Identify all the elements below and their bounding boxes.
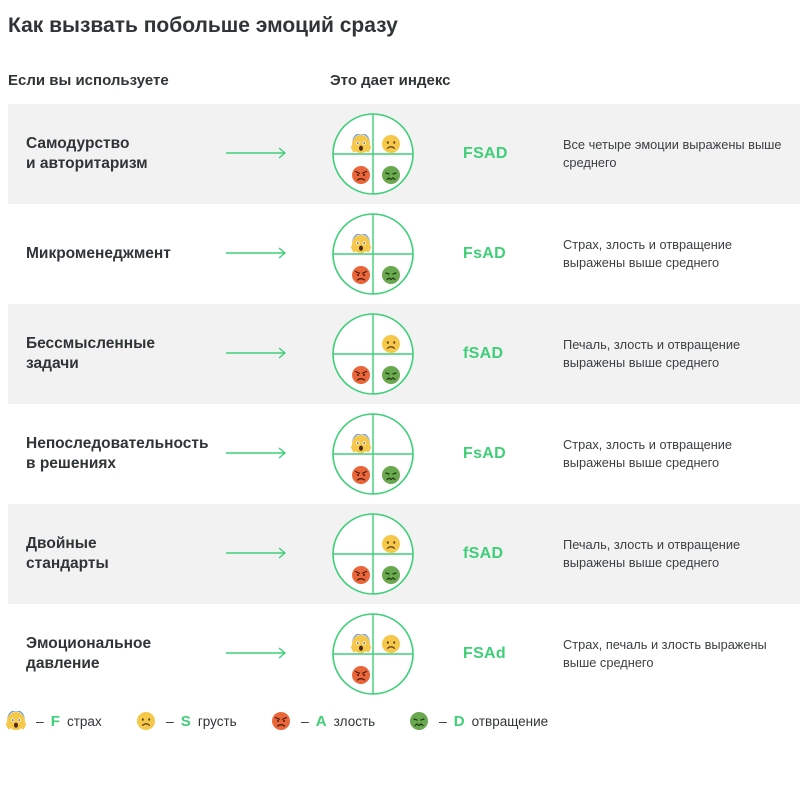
legend-item-sadness: – S грусть (136, 708, 237, 734)
disgust-face-icon (381, 165, 401, 185)
table-row: Эмоциональное давление FSAd Страх, печал… (8, 604, 800, 704)
fear-face-icon (350, 233, 372, 254)
arrow-right-icon (226, 147, 287, 159)
column-header-usage: Если вы используете (8, 72, 169, 89)
legend-item-disgust: – D отвращение (409, 708, 548, 734)
column-header-index: Это дает индекс (330, 72, 451, 89)
row-description: Все четыре эмоции выражены выше среднего (563, 137, 782, 170)
row-description: Печаль, злость и отвращение выражены выш… (563, 537, 741, 570)
disgust-face-icon (409, 711, 429, 731)
index-code: FsAD (463, 445, 506, 462)
emotion-quadrant-circle (331, 112, 415, 196)
table-row: Микроменеджмент FsAD Страх, злость и отв… (8, 204, 800, 304)
arrow-right-icon (226, 547, 287, 559)
angry-face-icon (271, 711, 291, 731)
disgust-face-icon (381, 465, 401, 485)
emotion-quadrant-circle (331, 312, 415, 396)
row-label: Двойные стандарты (26, 535, 109, 572)
row-description: Страх, злость и отвращение выражены выше… (563, 437, 733, 470)
disgust-face-icon (381, 365, 401, 385)
legend-dash: – (166, 713, 174, 729)
angry-face-icon (351, 465, 371, 485)
angry-face-icon (351, 565, 371, 585)
fear-face-icon (350, 433, 372, 454)
table-row: Бессмысленные задачи fSAD Печаль, злость… (8, 304, 800, 404)
legend-word: страх (66, 713, 102, 729)
sad-face-icon (381, 134, 401, 154)
arrow-right-icon (226, 647, 287, 659)
row-label: Эмоциональное давление (26, 635, 152, 672)
table-row: Двойные стандарты fSAD Печаль, злость и … (8, 504, 800, 604)
legend-letter: F (50, 712, 60, 730)
row-label: Непоследовательность в решениях (26, 435, 209, 472)
legend-letter: A (315, 712, 327, 730)
angry-face-icon (351, 165, 371, 185)
fear-face-icon (5, 710, 27, 731)
legend-letter: D (453, 712, 465, 730)
sad-face-icon (136, 711, 156, 731)
emotion-quadrant-circle (331, 412, 415, 496)
legend-word: грусть (197, 713, 237, 729)
emotion-quadrant-circle (331, 512, 415, 596)
row-label: Самодурство и авторитаризм (26, 135, 148, 172)
sad-face-icon (381, 634, 401, 654)
index-code: FSAd (463, 645, 506, 662)
angry-face-icon (351, 665, 371, 685)
index-code: FsAD (463, 245, 506, 262)
fear-face-icon (350, 133, 372, 154)
emotion-quadrant-circle (331, 212, 415, 296)
sad-face-icon (381, 534, 401, 554)
row-description: Страх, печаль и злость выражены выше сре… (563, 637, 767, 670)
table-row: Непоследовательность в решениях FsAD Стр… (8, 404, 800, 504)
legend-word: отвращение (471, 713, 549, 729)
legend-dash: – (36, 713, 44, 729)
legend-item-fear: – F страх (5, 708, 102, 734)
disgust-face-icon (381, 265, 401, 285)
arrow-right-icon (226, 447, 287, 459)
table-row: Самодурство и авторитаризм FSAD Все четы… (8, 104, 800, 204)
index-code: fSAD (463, 545, 504, 562)
angry-face-icon (351, 365, 371, 385)
disgust-face-icon (381, 565, 401, 585)
arrow-right-icon (226, 247, 287, 259)
sad-face-icon (381, 334, 401, 354)
emotion-legend: – F страх – S грусть – A злость – D отвр… (5, 708, 796, 734)
row-description: Печаль, злость и отвращение выражены выш… (563, 337, 741, 370)
arrow-right-icon (226, 347, 287, 359)
row-label: Бессмысленные задачи (26, 335, 155, 372)
page-title: Как вызвать побольше эмоций сразу (8, 14, 398, 37)
legend-word: злость (333, 713, 376, 729)
emotion-table: Самодурство и авторитаризм FSAD Все четы… (8, 104, 800, 704)
emotion-quadrant-circle (331, 612, 415, 696)
fear-face-icon (350, 633, 372, 654)
legend-dash: – (301, 713, 309, 729)
index-code: fSAD (463, 345, 504, 362)
angry-face-icon (351, 265, 371, 285)
row-description: Страх, злость и отвращение выражены выше… (563, 237, 733, 270)
legend-dash: – (439, 713, 447, 729)
row-label: Микроменеджмент (26, 245, 171, 262)
legend-letter: S (180, 712, 191, 730)
legend-item-anger: – A злость (271, 708, 375, 734)
index-code: FSAD (463, 145, 508, 162)
